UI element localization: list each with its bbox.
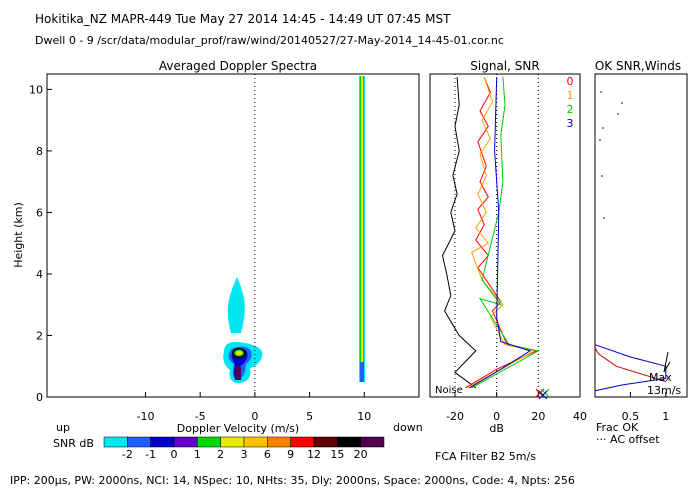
- ok-series-frac-ok-red: [594, 347, 666, 383]
- colorbar-swatch: [220, 436, 245, 448]
- wind-marker: [601, 175, 603, 177]
- snr-colorbar: -2 -1 0 1 2 3 6 9 12 15 20: [103, 436, 385, 461]
- colorbar-swatch: [173, 436, 198, 448]
- colorbar-tick-label: -1: [145, 448, 156, 461]
- fca-filter-label: FCA Filter B2 5m/s: [435, 450, 536, 463]
- snr-db-label: SNR dB: [53, 437, 94, 450]
- frac-ok-label: Frac OK: [596, 421, 639, 434]
- x-tick-label: -10: [136, 410, 154, 423]
- y-tick-label: 2: [36, 329, 43, 342]
- footer-params: IPP: 200μs, PW: 2000ns, NCI: 14, NSpec: …: [10, 474, 575, 487]
- colorbar-swatch: [197, 436, 221, 448]
- dc-spike-base: [360, 362, 364, 382]
- low-echo-core-layer: [235, 350, 243, 356]
- signal-x-tick-label: 20: [531, 410, 545, 423]
- colorbar-tick-label: 0: [171, 448, 178, 461]
- colorbar-tick-label: 20: [354, 448, 368, 461]
- x-marker-blue: [538, 390, 548, 400]
- signal-series-1: [467, 76, 536, 389]
- colorbar-tick-label: 3: [241, 448, 248, 461]
- ok-title: OK SNR,Winds: [595, 59, 681, 73]
- signal-series: [441, 76, 540, 389]
- signal-title: Signal, SNR: [470, 59, 539, 73]
- signal-x-tick-label: -20: [446, 410, 464, 423]
- contour-layer: [223, 76, 365, 384]
- down-label: down: [393, 421, 423, 434]
- y-tick-label: 10: [29, 83, 43, 96]
- colorbar-swatch: [267, 436, 291, 448]
- signal-x-axis-label: dB: [489, 422, 504, 435]
- signal-series-3: [469, 77, 532, 389]
- ok-panel-frame: [594, 73, 688, 398]
- wind-markers: [599, 91, 671, 373]
- colorbar-swatch: [313, 436, 338, 448]
- ok-x-tick-label: 1: [662, 410, 669, 423]
- beam-label-2: 2: [567, 103, 574, 116]
- signal-panel-frame: [429, 73, 581, 398]
- beam-label-0: 0: [567, 75, 574, 88]
- noise-label: Noise: [435, 385, 463, 396]
- colorbar-swatch: [290, 436, 315, 448]
- max-speed-label: 13m/s: [647, 384, 681, 397]
- beam-label-1: 1: [567, 89, 574, 102]
- beam-label-3: 3: [567, 117, 574, 130]
- colorbar-tick-label: 9: [287, 448, 294, 461]
- ok-series-frac-ok-blue: [594, 344, 667, 392]
- low-echo-core-layer: [235, 365, 241, 380]
- colorbar-tick-label: 12: [307, 448, 321, 461]
- x-tick-label: -5: [195, 410, 206, 423]
- weak-echo-plume: [227, 277, 245, 333]
- x-tick-label: 0: [251, 410, 258, 423]
- signal-x-tick-label: 0: [493, 410, 500, 423]
- x-markers: [535, 388, 550, 400]
- colorbar-swatch: [150, 436, 175, 448]
- y-tick-label: 0: [36, 391, 43, 404]
- y-axis-label: Height (km): [12, 202, 25, 268]
- colorbar-swatch: [103, 436, 128, 448]
- ok-x-tick-label: 0.5: [622, 410, 640, 423]
- wind-marker: [602, 127, 604, 129]
- max-label: Max: [649, 371, 672, 384]
- colorbar-tick-label: -2: [122, 448, 133, 461]
- wind-marker: [617, 113, 619, 115]
- x-axis-label: Doppler Velocity (m/s): [177, 422, 299, 435]
- file-path-label: Dwell 0 - 9 /scr/data/modular_prof/raw/w…: [35, 34, 504, 47]
- colorbar-swatch: [360, 436, 385, 448]
- wind-barb: [663, 351, 671, 373]
- colorbar-swatch: [127, 436, 151, 448]
- chart-title: Hokitika_NZ MAPR-449 Tue May 27 2014 14:…: [35, 12, 451, 26]
- y-tick-label: 6: [36, 206, 43, 219]
- colorbar-tick-label: 2: [217, 448, 224, 461]
- x-tick-label: 10: [357, 410, 371, 423]
- colorbar-swatch: [243, 436, 268, 448]
- signal-series-2: [471, 77, 540, 389]
- y-tick-label: 4: [36, 268, 43, 281]
- wind-marker: [621, 102, 623, 104]
- x-tick-label: 5: [306, 410, 313, 423]
- colorbar-swatch: [337, 436, 361, 448]
- wind-marker: [603, 217, 605, 219]
- ac-offset-label: ··· AC offset: [596, 433, 660, 446]
- signal-x-tick-label: 40: [573, 410, 587, 423]
- colorbar-tick-label: 15: [330, 448, 344, 461]
- y-tick-label: 8: [36, 145, 43, 158]
- dc-spike-layer: [361, 76, 363, 382]
- up-label: up: [56, 421, 70, 434]
- colorbar-tick-label: 1: [194, 448, 201, 461]
- wind-marker: [599, 139, 601, 141]
- colorbar-tick-label: 6: [264, 448, 271, 461]
- spectra-panel-frame: [46, 73, 420, 398]
- signal-series-noise: [441, 77, 477, 389]
- spectra-title: Averaged Doppler Spectra: [159, 59, 317, 73]
- wind-marker: [600, 91, 602, 93]
- ok-series: [594, 344, 667, 392]
